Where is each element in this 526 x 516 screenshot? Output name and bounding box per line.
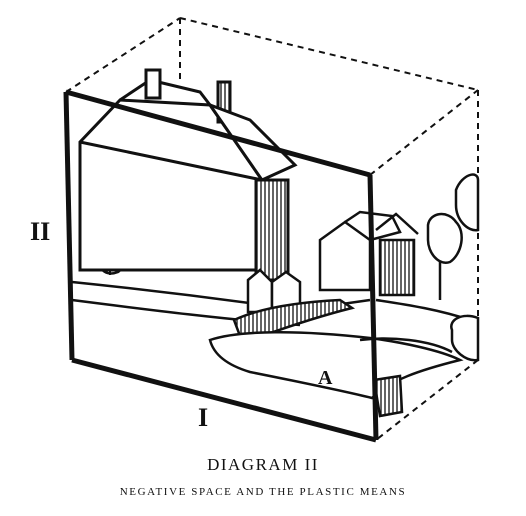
picture-plane-frame [63,89,379,443]
plane-two-label: II [30,217,50,246]
large-house [78,68,298,282]
region-a-label: A [318,367,333,389]
path-region [208,298,464,418]
diagram-title: DIAGRAM II [207,455,319,474]
small-houses [246,210,419,314]
diagram-subtitle: NEGATIVE SPACE AND THE PLASTIC MEANS [119,486,407,498]
plane-one-label: I [198,403,208,432]
right-trees [426,173,480,362]
diagram-illustration: II I A [30,17,480,443]
